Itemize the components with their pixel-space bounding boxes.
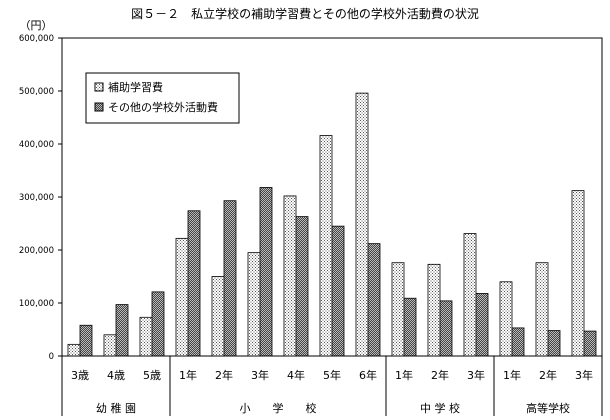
x-category-label: 6年	[359, 368, 377, 382]
x-group-label: 高等学校	[526, 401, 570, 415]
legend-swatch-sonota	[94, 102, 104, 112]
y-tick-label: 400,000	[19, 140, 54, 150]
bar-hojo-gakushuhi	[103, 334, 117, 357]
legend-swatch-hojo	[94, 82, 104, 92]
bar-hojo-gakushuhi	[67, 343, 81, 357]
y-tick-label: 500,000	[19, 87, 54, 97]
y-tick-label: 0	[49, 352, 54, 362]
bar-sonota-katsudohi	[115, 304, 129, 357]
legend-label-hojo: 補助学習費	[108, 80, 163, 94]
x-group-label: 小 学 校	[240, 401, 317, 415]
y-tick-label: 100,000	[19, 299, 54, 309]
x-group-label: 中 学 校	[420, 401, 460, 415]
bar-sonota-katsudohi	[223, 200, 237, 357]
legend-box	[85, 72, 240, 124]
x-category-label: 2年	[431, 368, 449, 382]
x-category-label: 2年	[539, 368, 557, 382]
y-tick-label: 600,000	[19, 34, 54, 44]
bar-hojo-gakushuhi	[355, 92, 369, 357]
chart-title: 図５－２ 私立学校の補助学習費とその他の学校外活動費の状況	[131, 6, 479, 21]
bar-sonota-katsudohi	[367, 243, 381, 357]
bar-hojo-gakushuhi	[535, 262, 549, 357]
bar-sonota-katsudohi	[259, 187, 273, 357]
bar-sonota-katsudohi	[403, 297, 417, 357]
bar-sonota-katsudohi	[295, 216, 309, 357]
bar-hojo-gakushuhi	[499, 281, 513, 357]
x-category-label: 3年	[251, 368, 269, 382]
y-tick-label: 200,000	[19, 246, 54, 256]
bar-sonota-katsudohi	[439, 300, 453, 357]
x-category-label: 1年	[503, 368, 521, 382]
x-category-label: 3年	[575, 368, 593, 382]
bar-hojo-gakushuhi	[211, 276, 225, 357]
bar-hojo-gakushuhi	[175, 237, 189, 357]
bar-sonota-katsudohi	[547, 330, 561, 357]
bar-hojo-gakushuhi	[283, 195, 297, 357]
bar-sonota-katsudohi	[511, 327, 525, 357]
y-axis-unit-label: （円）	[20, 19, 53, 32]
x-category-label: 2年	[215, 368, 233, 382]
bar-sonota-katsudohi	[79, 324, 93, 357]
bar-sonota-katsudohi	[151, 291, 165, 357]
legend-label-sonota: その他の学校外活動費	[108, 100, 218, 114]
bar-sonota-katsudohi	[331, 225, 345, 357]
x-category-label: 1年	[395, 368, 413, 382]
bar-sonota-katsudohi	[187, 210, 201, 357]
bar-hojo-gakushuhi	[463, 233, 477, 357]
y-tick-label: 300,000	[19, 193, 54, 203]
x-category-label: 5年	[323, 368, 341, 382]
bar-hojo-gakushuhi	[391, 262, 405, 357]
x-category-label: 4年	[287, 368, 305, 382]
x-category-label: 3年	[467, 368, 485, 382]
bar-hojo-gakushuhi	[427, 263, 441, 357]
x-group-label: 幼 稚 園	[96, 402, 136, 415]
x-category-label: 4歳	[107, 369, 125, 382]
legend: 補助学習費 その他の学校外活動費	[85, 72, 240, 124]
bar-hojo-gakushuhi	[319, 135, 333, 357]
bar-sonota-katsudohi	[583, 330, 597, 357]
bar-sonota-katsudohi	[475, 293, 489, 357]
bar-hojo-gakushuhi	[247, 252, 261, 357]
x-category-label: 1年	[179, 368, 197, 382]
bar-hojo-gakushuhi	[571, 190, 585, 357]
x-category-label: 5歳	[143, 369, 161, 382]
bar-hojo-gakushuhi	[139, 316, 153, 357]
x-category-label: 3歳	[71, 369, 89, 382]
plot-frame	[61, 37, 603, 357]
